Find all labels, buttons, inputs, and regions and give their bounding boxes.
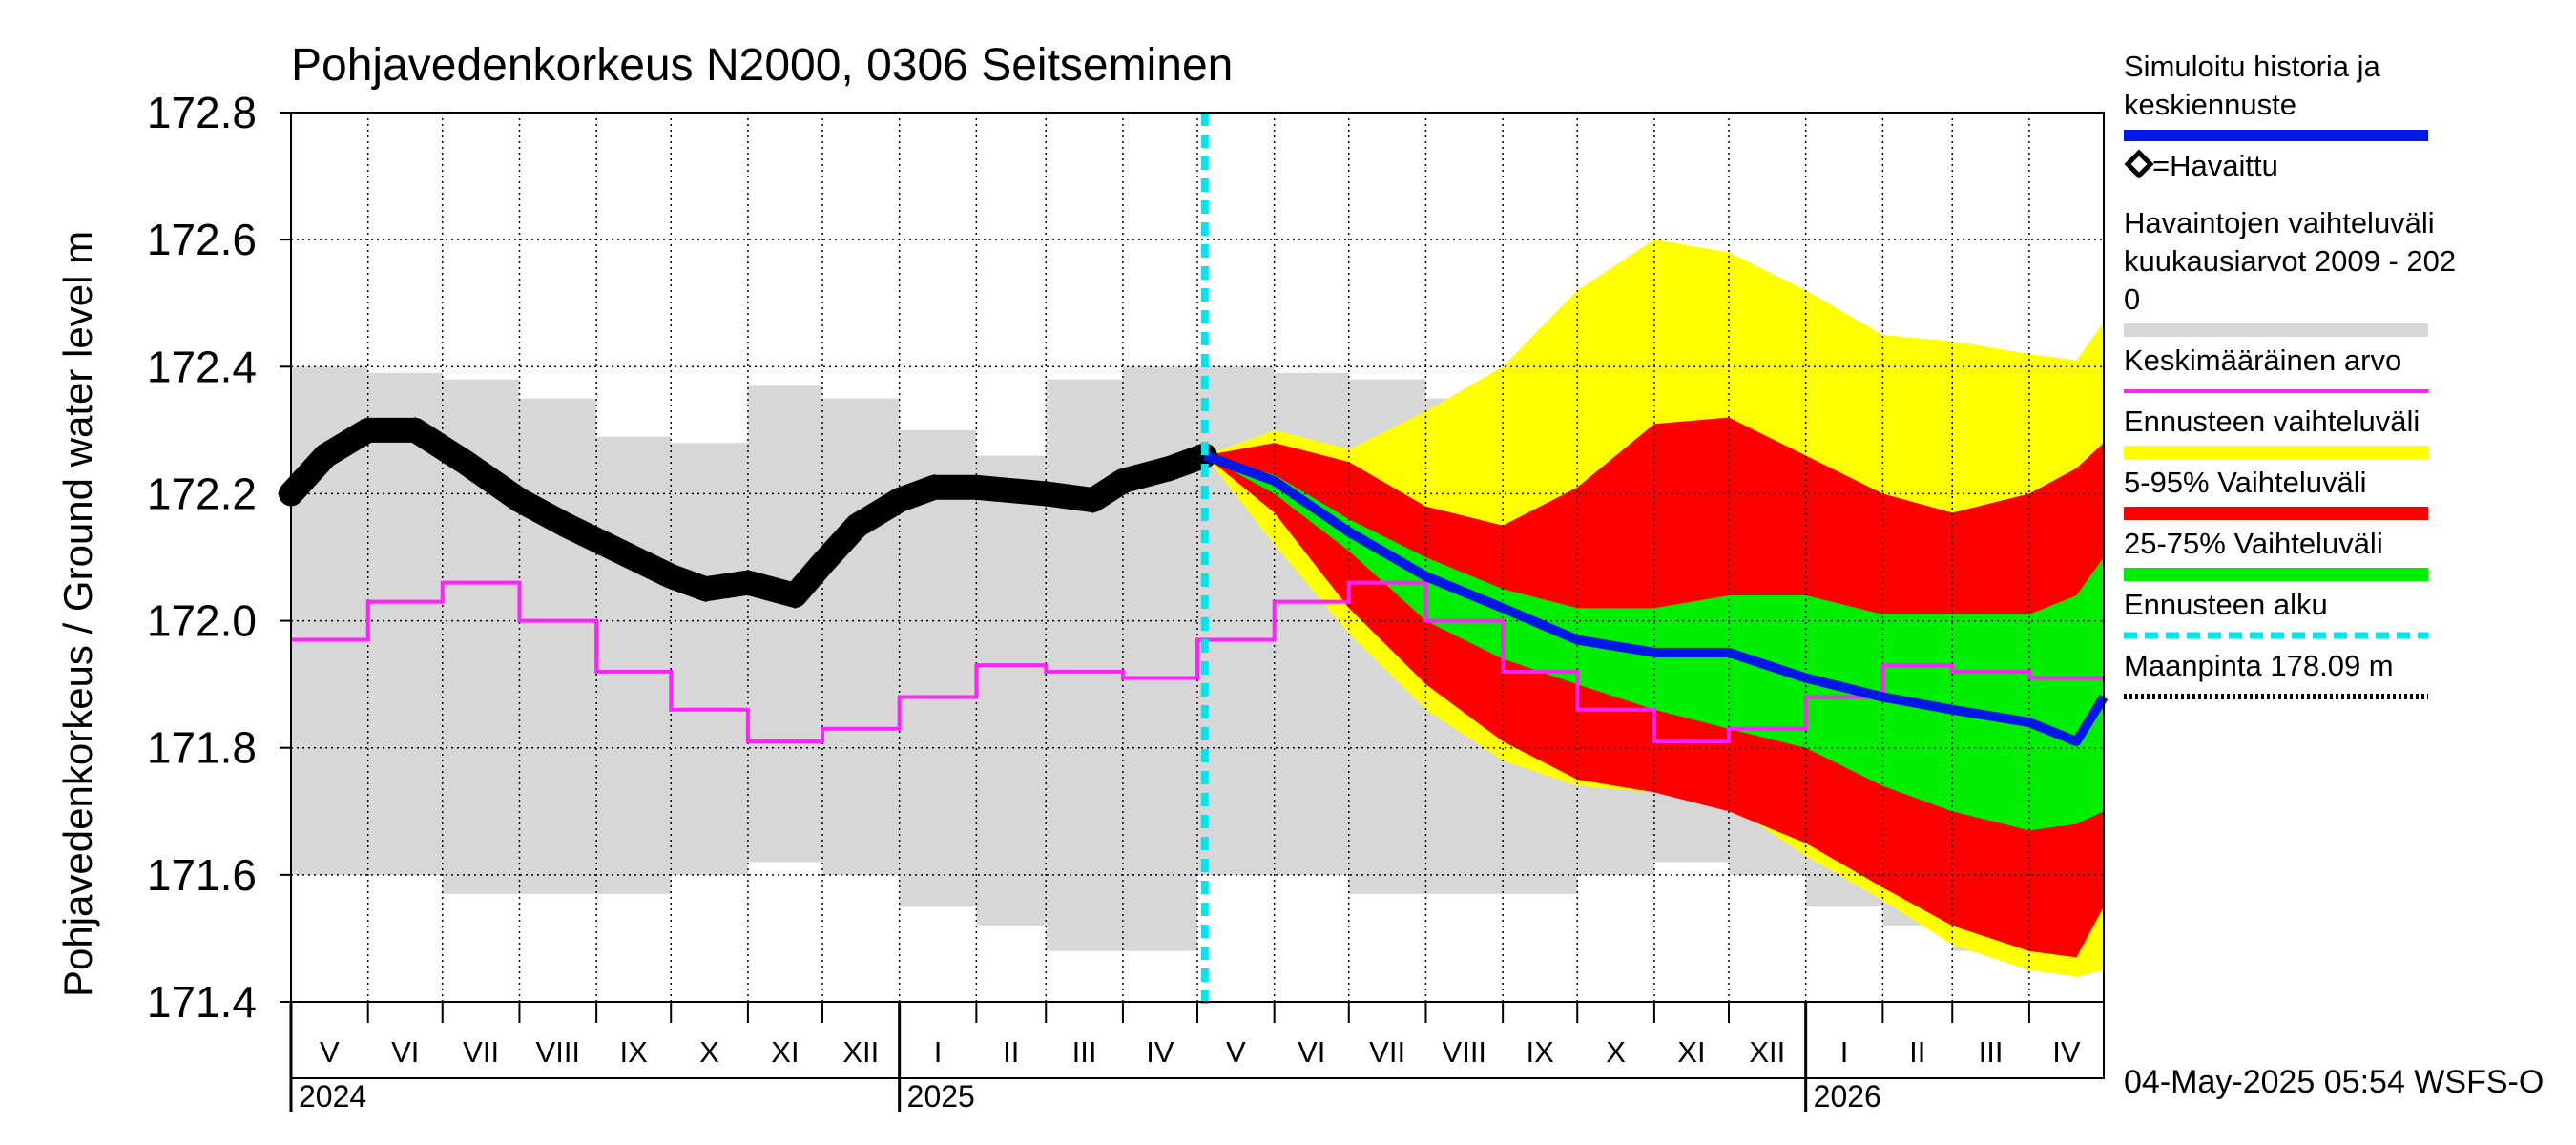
legend-label: 25-75% Vaihteluväli: [2124, 527, 2383, 560]
legend-label: Maanpinta 178.09 m: [2124, 649, 2394, 682]
month-label: VIII: [1443, 1035, 1487, 1069]
history-range-bar: [899, 429, 977, 907]
month-label: XI: [1677, 1035, 1705, 1069]
legend-item: Ennusteen vaihteluväli: [2124, 405, 2428, 459]
legend-item: Keskimääräinen arvo: [2124, 344, 2428, 393]
legend-label: =Havaittu: [2152, 149, 2278, 182]
y-tick-label: 171.8: [147, 723, 257, 773]
month-label: V: [1226, 1035, 1246, 1069]
legend-label: Havaintojen vaihteluväli: [2124, 206, 2435, 239]
y-tick-label: 172.6: [147, 215, 257, 264]
month-label: VIII: [536, 1035, 581, 1069]
month-label: VI: [1298, 1035, 1325, 1069]
month-label: X: [699, 1035, 719, 1069]
observed-point: [921, 473, 948, 501]
observed-point: [657, 562, 685, 590]
legend-item: Maanpinta 178.09 m: [2124, 649, 2428, 699]
legend-item: Ennusteen alku: [2124, 588, 2428, 639]
legend-item: Simuloitu historia ja keskiennuste: [2124, 50, 2428, 141]
legend-label: Simuloitu historia ja: [2124, 50, 2381, 83]
observed-point: [843, 511, 871, 539]
legend-item: 25-75% Vaihteluväli: [2124, 527, 2428, 581]
month-label: VII: [463, 1035, 499, 1069]
month-label: XI: [771, 1035, 799, 1069]
observed-point: [354, 416, 382, 444]
forecast-bands: [291, 239, 2104, 977]
observed-point: [312, 442, 340, 469]
observed-point: [692, 575, 719, 603]
history-range-bar: [596, 436, 672, 894]
history-range-bar: [1046, 379, 1123, 951]
year-label: 2024: [299, 1079, 366, 1114]
legend-label: Ennusteen alku: [2124, 588, 2328, 621]
observed-point: [808, 550, 836, 577]
legend-marker: [2124, 149, 2154, 179]
chart-title: Pohjavedenkorkeus N2000, 0306 Seitsemine…: [291, 40, 1233, 91]
month-label: XII: [1749, 1035, 1785, 1069]
month-label: IX: [1527, 1035, 1555, 1069]
legend-label: 0: [2124, 282, 2140, 316]
y-tick-label: 172.4: [147, 342, 257, 391]
y-axis-label: Pohjavedenkorkeus / Ground water level m: [55, 231, 100, 997]
month-label: VII: [1369, 1035, 1405, 1069]
observed-point: [781, 581, 809, 609]
month-label: XII: [842, 1035, 879, 1069]
y-tick-label: 172.0: [147, 596, 257, 646]
y-tick-label: 172.2: [147, 468, 257, 518]
observed-point: [734, 569, 761, 596]
legend-label: Keskimääräinen arvo: [2124, 344, 2401, 377]
legend-label: kuukausiarvot 2009 - 202: [2124, 244, 2456, 278]
timestamp: 04-May-2025 05:54 WSFS-O: [2124, 1064, 2544, 1100]
observed-point: [1032, 480, 1060, 508]
month-label: II: [1003, 1035, 1019, 1069]
legend-label: 5-95% Vaihteluväli: [2124, 466, 2366, 499]
y-tick-label: 172.8: [147, 88, 257, 137]
month-label: IV: [1146, 1035, 1174, 1069]
observed-point: [451, 448, 479, 476]
chart-legend: Simuloitu historia ja keskiennuste =Havait…: [2124, 50, 2456, 699]
history-range-bar: [671, 443, 748, 875]
month-label: V: [320, 1035, 340, 1069]
month-label: I: [1840, 1035, 1849, 1069]
history-range-bar: [821, 398, 900, 875]
legend-label: keskiennuste: [2124, 88, 2296, 121]
history-range-bar: [747, 385, 822, 863]
history-range-bar: [976, 455, 1047, 926]
month-label: X: [1606, 1035, 1626, 1069]
observed-point: [552, 511, 580, 539]
p25-75-band: [1204, 455, 2104, 831]
year-label: 2025: [907, 1079, 975, 1114]
y-tick-label: 171.6: [147, 850, 257, 900]
chart-axes: 172.8 172.6 172.4 172.2 172.0 171.8 171.6 171.4…: [147, 88, 2105, 1114]
forecast-median-line: [1203, 450, 2109, 747]
observed-point: [506, 487, 533, 514]
observed-line: [279, 417, 1217, 608]
history-range-bar: [367, 372, 443, 875]
observed-point: [402, 416, 429, 444]
observed-point: [885, 487, 913, 514]
month-label: IX: [620, 1035, 649, 1069]
month-label: IV: [2052, 1035, 2081, 1069]
observed-point: [1109, 468, 1136, 495]
month-label: VI: [391, 1035, 419, 1069]
observed-point: [1079, 487, 1107, 514]
observed-point: [605, 537, 633, 565]
chart-series: [278, 113, 2109, 1004]
legend-item: =Havaittu: [2124, 149, 2278, 182]
month-label: I: [934, 1035, 943, 1069]
observed-point: [963, 473, 990, 501]
legend-item: Havaintojen vaihteluväli kuukausiarvot 2…: [2124, 206, 2456, 337]
mean-value-line: [291, 580, 2104, 744]
month-label: II: [1909, 1035, 1925, 1069]
year-label: 2026: [1814, 1079, 1881, 1114]
history-range-bar: [519, 398, 597, 894]
month-label: III: [1072, 1035, 1097, 1069]
y-tick-label: 171.4: [147, 977, 257, 1027]
legend-label: Ennusteen vaihteluväli: [2124, 405, 2420, 438]
observed-point: [1156, 454, 1184, 482]
month-label: III: [1979, 1035, 2004, 1069]
legend-item: 5-95% Vaihteluväli: [2124, 466, 2428, 520]
